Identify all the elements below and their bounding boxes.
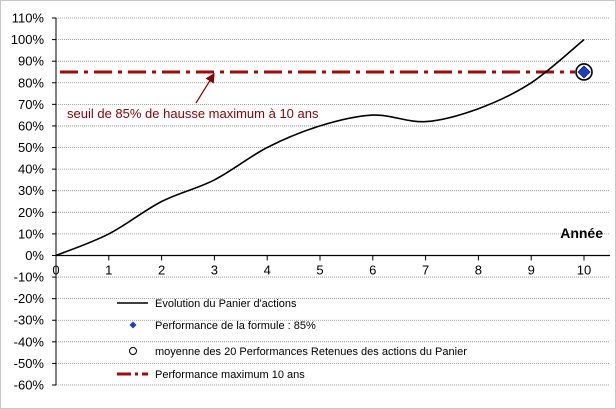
x-tick-label: 1 [105, 262, 112, 277]
y-tick-label: 90% [18, 54, 44, 69]
annotation-arrow [195, 72, 215, 104]
y-tick-label: 70% [18, 97, 44, 112]
x-tick-label: 8 [475, 262, 482, 277]
y-tick-label: -50% [14, 356, 45, 371]
legend-entry-label: Evolution du Panier d'actions [155, 298, 297, 310]
y-tick-label: 30% [18, 183, 44, 198]
y-tick-label: 10% [18, 226, 44, 241]
y-tick-label: -10% [14, 270, 45, 285]
legend-swatch-diamond [129, 321, 137, 329]
y-tick-label: 100% [11, 32, 45, 47]
y-tick-label: -40% [14, 334, 45, 349]
y-tick-label: 40% [18, 162, 44, 177]
x-tick-label: 3 [211, 262, 218, 277]
y-tick-label: 0% [25, 248, 44, 263]
point-formule-diamond [577, 65, 591, 79]
legend-swatch-circle [129, 347, 137, 355]
legend-entry-label: Performance de la formule : 85% [155, 320, 316, 332]
legend-entry-label: Performance maximum 10 ans [155, 369, 305, 381]
x-tick-label: 5 [316, 262, 323, 277]
x-tick-label: 4 [264, 262, 271, 277]
y-tick-label: -20% [14, 291, 45, 306]
y-tick-label: 20% [18, 205, 44, 220]
y-tick-label: 80% [18, 75, 44, 90]
series-line-panier [55, 38, 585, 257]
y-tick-label: 110% [12, 11, 45, 26]
x-tick-label: 10 [577, 262, 591, 277]
y-tick-label: -60% [14, 378, 45, 393]
x-tick-label: 7 [422, 262, 429, 277]
x-tick-label: 0 [52, 262, 59, 277]
x-tick-label: 2 [158, 262, 165, 277]
y-tick-label: 50% [18, 140, 44, 155]
y-tick-label: 60% [18, 118, 44, 133]
legend-entry-label: moyenne des 20 Performances Retenues des… [155, 346, 467, 358]
x-axis-label: Année [560, 225, 603, 241]
annotation-text: seuil de 85% de hausse maximum à 10 ans [67, 106, 319, 121]
x-tick-label: 9 [528, 262, 535, 277]
y-tick-label: -30% [14, 313, 45, 328]
x-tick-label: 6 [369, 262, 376, 277]
